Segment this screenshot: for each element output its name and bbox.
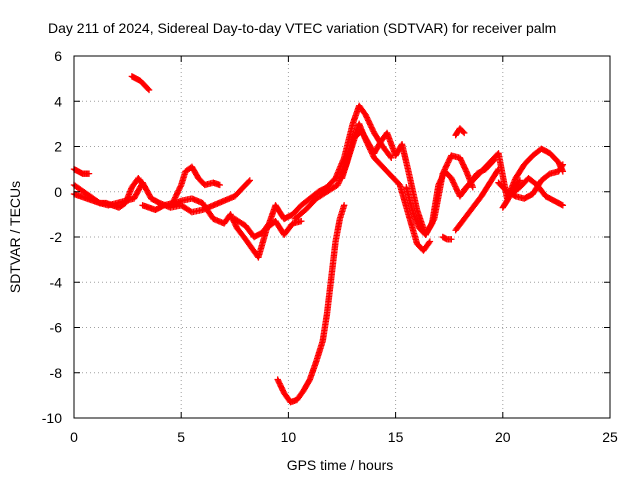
data-point (140, 182, 148, 190)
series-track-b (70, 165, 93, 177)
data-point (144, 85, 152, 93)
data-point (446, 156, 453, 163)
y-axis-label: SDTVAR / TECUs (7, 181, 23, 293)
series-track-r (499, 177, 524, 211)
data-point (340, 202, 348, 209)
data-point (450, 179, 457, 186)
data-point (173, 191, 180, 198)
x-tick-label: 5 (177, 429, 185, 445)
data-point (559, 161, 567, 168)
data-point (426, 238, 434, 245)
data-point (366, 119, 373, 127)
x-tick-label: 25 (602, 429, 618, 445)
data-point (145, 86, 153, 94)
data-point (368, 125, 376, 132)
data-point (442, 163, 450, 170)
x-tick-label: 15 (388, 429, 404, 445)
series-track-h (274, 202, 348, 406)
data-point (425, 239, 433, 247)
y-tick-label: -4 (50, 274, 63, 290)
data-point (365, 117, 372, 124)
x-tick-label: 20 (495, 429, 511, 445)
data-point (515, 178, 523, 185)
chart-title: Day 211 of 2024, Sidereal Day-to-day VTE… (48, 20, 556, 36)
data-point (461, 129, 468, 137)
series-track-l (452, 125, 468, 139)
data-point (363, 114, 371, 121)
data-point (443, 162, 450, 169)
series-track-n (452, 165, 502, 234)
data-point (451, 181, 458, 189)
series-track-d (128, 73, 153, 94)
y-tick-label: -6 (50, 320, 63, 336)
y-tick-label: -2 (50, 229, 63, 245)
data-point (559, 202, 567, 209)
data-point (174, 190, 181, 197)
data-point (459, 128, 467, 135)
y-tick-label: 2 (54, 139, 62, 155)
series-track-m (439, 233, 455, 243)
grid-lines (74, 56, 610, 418)
data-point (174, 188, 182, 196)
data-point (172, 194, 179, 201)
data-point (450, 180, 458, 187)
data-point (469, 184, 476, 191)
data-point (176, 185, 183, 193)
data-point (452, 183, 459, 190)
data-point (558, 162, 566, 169)
y-tick-label: 6 (54, 48, 62, 64)
data-point (172, 192, 180, 200)
data-point (245, 178, 252, 185)
data-point (85, 170, 93, 177)
x-tick-label: 10 (281, 429, 297, 445)
data-point (516, 177, 524, 184)
series-track-g (231, 102, 395, 241)
y-tick-label: -10 (42, 410, 62, 426)
data-point (452, 184, 460, 192)
y-tick-label: 4 (54, 93, 62, 109)
data-point (298, 217, 305, 225)
x-tick-label: 0 (70, 429, 78, 445)
data-point (363, 113, 370, 120)
data-point (453, 186, 460, 193)
data-point (428, 221, 435, 228)
data-point (448, 174, 455, 182)
series-track-f (167, 195, 305, 261)
data-point (448, 176, 456, 183)
data-point (454, 187, 461, 194)
data-point (369, 126, 377, 134)
data-point (367, 122, 375, 130)
data-point (176, 184, 184, 191)
data-points (70, 73, 567, 406)
data-point (364, 115, 371, 123)
data-point (449, 177, 456, 185)
data-point (246, 177, 254, 184)
y-tick-label: 0 (54, 184, 62, 200)
data-point (141, 184, 148, 191)
data-point (445, 157, 452, 165)
data-point (448, 236, 455, 243)
data-point (362, 111, 369, 119)
data-point (444, 159, 452, 166)
data-point (387, 153, 394, 160)
data-point (175, 187, 182, 194)
data-point (177, 183, 184, 190)
data-point (216, 181, 223, 189)
data-point (388, 154, 395, 162)
data-point (368, 124, 375, 131)
y-tick-label: -8 (50, 365, 63, 381)
data-point (444, 160, 451, 168)
x-axis-label: GPS time / hours (287, 457, 394, 473)
data-point (367, 121, 374, 128)
axis-ticks: 0 5 10 15 20 25 -10 -8 -6 -4 -2 0 2 4 6 (42, 48, 618, 445)
data-point (365, 118, 373, 125)
